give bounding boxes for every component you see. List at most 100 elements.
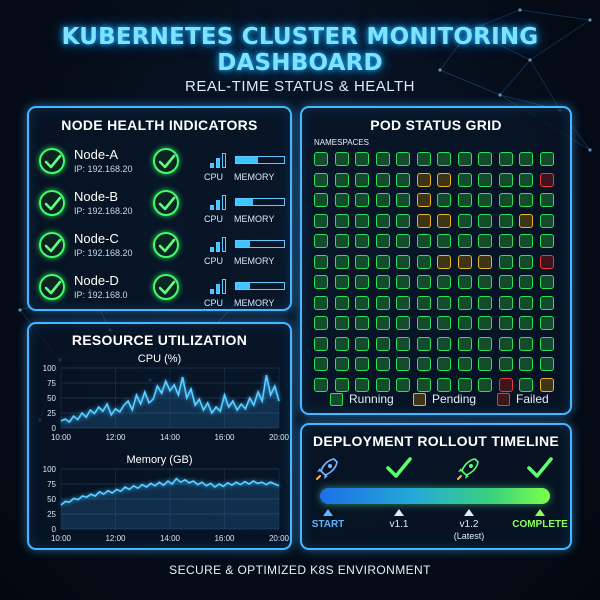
pod-cell-failed[interactable] [539,172,554,187]
pod-cell-running[interactable] [416,295,431,310]
pod-cell-running[interactable] [314,193,328,207]
pod-cell-running[interactable] [437,336,451,351]
pod-cell-running[interactable] [437,234,451,248]
pod-cell-running[interactable] [334,275,349,289]
pod-cell-running[interactable] [478,275,492,289]
pod-cell-running[interactable] [519,234,533,248]
pod-cell-running[interactable] [416,316,431,330]
pod-cell-running[interactable] [457,316,472,330]
pod-cell-running[interactable] [355,357,369,371]
pod-cell-running[interactable] [314,357,328,371]
pod-cell-running[interactable] [396,275,410,289]
pod-cell-pending[interactable] [416,172,431,187]
pod-cell-running[interactable] [314,377,328,392]
pod-cell-running[interactable] [416,377,431,392]
pod-cell-running[interactable] [375,295,390,310]
pod-cell-running[interactable] [334,193,349,207]
pod-cell-running[interactable] [355,336,369,351]
pod-cell-running[interactable] [539,357,554,371]
pod-cell-running[interactable] [478,295,492,310]
pod-cell-running[interactable] [375,357,390,371]
pod-cell-running[interactable] [355,234,369,248]
pod-cell-pending[interactable] [437,254,451,269]
pod-cell-running[interactable] [478,377,492,392]
pod-cell-running[interactable] [498,152,513,166]
pod-cell-running[interactable] [457,295,472,310]
pod-cell-running[interactable] [498,357,513,371]
pod-cell-running[interactable] [314,295,328,310]
pod-cell-running[interactable] [334,316,349,330]
pod-cell-running[interactable] [355,295,369,310]
pod-cell-running[interactable] [396,234,410,248]
pod-cell-running[interactable] [498,193,513,207]
pod-cell-running[interactable] [314,152,328,166]
pod-cell-running[interactable] [396,172,410,187]
pod-cell-pending[interactable] [437,213,451,228]
pod-cell-running[interactable] [416,357,431,371]
pod-cell-running[interactable] [437,193,451,207]
pod-cell-running[interactable] [498,213,513,228]
pod-cell-running[interactable] [437,377,451,392]
pod-cell-running[interactable] [539,295,554,310]
pod-cell-running[interactable] [457,357,472,371]
pod-cell-pending[interactable] [478,254,492,269]
pod-cell-running[interactable] [416,234,431,248]
pod-cell-running[interactable] [396,152,410,166]
pod-cell-running[interactable] [539,316,554,330]
pod-cell-running[interactable] [416,152,431,166]
pod-cell-running[interactable] [478,357,492,371]
pod-cell-running[interactable] [437,316,451,330]
pod-cell-running[interactable] [355,316,369,330]
pod-cell-running[interactable] [334,254,349,269]
pod-cell-running[interactable] [375,193,390,207]
pod-cell-running[interactable] [457,377,472,392]
pod-cell-running[interactable] [457,193,472,207]
pod-cell-running[interactable] [314,172,328,187]
pod-cell-running[interactable] [457,275,472,289]
pod-cell-running[interactable] [334,234,349,248]
pod-cell-running[interactable] [457,172,472,187]
pod-cell-running[interactable] [519,377,533,392]
pod-cell-running[interactable] [375,213,390,228]
pod-cell-running[interactable] [437,295,451,310]
pod-cell-running[interactable] [355,275,369,289]
pod-cell-running[interactable] [457,213,472,228]
pod-cell-running[interactable] [519,336,533,351]
pod-cell-running[interactable] [437,152,451,166]
pod-cell-pending[interactable] [416,213,431,228]
pod-cell-running[interactable] [519,295,533,310]
pod-cell-running[interactable] [478,172,492,187]
pod-cell-running[interactable] [334,357,349,371]
pod-cell-running[interactable] [355,172,369,187]
pod-cell-running[interactable] [396,193,410,207]
pod-cell-running[interactable] [375,172,390,187]
pod-cell-pending[interactable] [519,213,533,228]
pod-cell-running[interactable] [498,172,513,187]
pod-cell-running[interactable] [416,336,431,351]
pod-cell-running[interactable] [498,275,513,289]
pod-cell-running[interactable] [396,336,410,351]
pod-cell-running[interactable] [437,357,451,371]
pod-cell-running[interactable] [396,357,410,371]
pod-cell-running[interactable] [416,254,431,269]
pod-cell-running[interactable] [355,193,369,207]
pod-cell-running[interactable] [478,213,492,228]
pod-cell-running[interactable] [519,357,533,371]
pod-cell-running[interactable] [457,152,472,166]
node-row[interactable]: Node-B IP: 192.168.20 CPU MEMORY [29,188,290,228]
pod-cell-running[interactable] [375,316,390,330]
pod-cell-running[interactable] [539,152,554,166]
pod-cell-running[interactable] [396,377,410,392]
pod-cell-running[interactable] [355,254,369,269]
pod-cell-running[interactable] [375,336,390,351]
pod-cell-running[interactable] [375,254,390,269]
pod-cell-running[interactable] [539,213,554,228]
pod-cell-running[interactable] [519,193,533,207]
pod-cell-running[interactable] [396,254,410,269]
pod-cell-running[interactable] [396,213,410,228]
pod-cell-running[interactable] [314,316,328,330]
pod-cell-running[interactable] [396,295,410,310]
pod-cell-running[interactable] [519,152,533,166]
pod-cell-pending[interactable] [457,254,472,269]
pod-cell-running[interactable] [334,295,349,310]
